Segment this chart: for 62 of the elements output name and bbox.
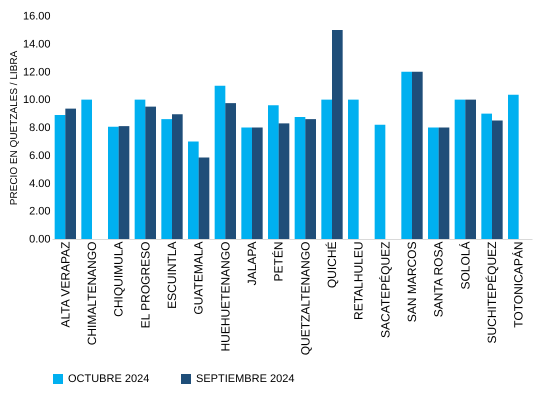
x-tick-label: SUCHITEPÉQUEZ bbox=[485, 242, 499, 344]
bar bbox=[348, 100, 359, 239]
bar bbox=[65, 108, 76, 239]
bar bbox=[188, 141, 199, 239]
bar bbox=[214, 86, 226, 239]
bar bbox=[161, 119, 172, 239]
x-tick-label: PETÉN bbox=[272, 242, 286, 282]
bar bbox=[454, 100, 466, 239]
x-tick-label: CHIMALTENANGO bbox=[85, 242, 99, 346]
x-tick-label: QUETZALTENANGO bbox=[298, 242, 312, 356]
x-tick-label: JALAPA bbox=[245, 242, 259, 286]
bar bbox=[108, 126, 119, 239]
bar bbox=[465, 100, 476, 239]
x-tick-label: SOLOLÁ bbox=[458, 242, 472, 290]
x-tick-label: HUEHUETENANGO bbox=[218, 242, 232, 352]
bar bbox=[438, 128, 450, 239]
bar bbox=[118, 126, 130, 239]
y-tick-label: 16.00 bbox=[22, 10, 50, 22]
bar bbox=[54, 114, 66, 239]
bar bbox=[508, 94, 519, 239]
y-tick-label: 12.00 bbox=[22, 66, 50, 78]
x-tick-label: EL PROGRESO bbox=[138, 242, 152, 328]
x-tick-label: SACATEPÉQUEZ bbox=[378, 242, 392, 338]
bar bbox=[305, 119, 316, 239]
bar bbox=[134, 100, 146, 239]
x-tick-label: ESCUINTLA bbox=[165, 242, 179, 309]
y-tick-label: 6.00 bbox=[29, 150, 50, 162]
x-tick-label: ALTA VERAPAZ bbox=[58, 242, 72, 328]
y-tick-label: 14.00 bbox=[22, 38, 50, 50]
x-tick-label: GUATEMALA bbox=[192, 242, 206, 315]
legend-label: OCTUBRE 2024 bbox=[68, 373, 150, 385]
y-tick-label: 2.00 bbox=[29, 206, 50, 218]
bar bbox=[145, 106, 156, 239]
bar bbox=[481, 114, 492, 239]
bar bbox=[172, 114, 183, 239]
x-tick-label: TOTONICAPÁN bbox=[512, 242, 526, 328]
bar bbox=[294, 117, 306, 239]
x-tick-label: QUICHÉ bbox=[325, 242, 339, 288]
bar bbox=[225, 103, 236, 239]
y-tick-label: 4.00 bbox=[29, 178, 50, 190]
x-tick-label: CHIQUIMULA bbox=[112, 242, 126, 317]
bar bbox=[401, 72, 412, 239]
bar bbox=[268, 105, 279, 239]
bar bbox=[374, 124, 386, 239]
x-tick-label: SANTA ROSA bbox=[432, 242, 446, 318]
bar bbox=[332, 30, 343, 239]
bar bbox=[492, 120, 503, 239]
bar bbox=[252, 128, 263, 239]
bar bbox=[321, 100, 332, 239]
y-tick-label: 10.00 bbox=[22, 94, 50, 106]
bar bbox=[412, 72, 423, 239]
bar bbox=[241, 128, 252, 239]
x-tick-label: RETALHULEU bbox=[352, 242, 366, 320]
bar bbox=[81, 100, 92, 239]
bar bbox=[198, 157, 210, 239]
legend-label: SEPTIEMBRE 2024 bbox=[196, 373, 294, 385]
bar bbox=[278, 123, 290, 239]
x-tick-label: SAN MARCOS bbox=[405, 242, 419, 322]
bar bbox=[428, 128, 439, 239]
y-tick-label: 0.00 bbox=[29, 234, 50, 246]
y-axis-title: PRECIO EN QUETZALES / LIBRA bbox=[8, 50, 20, 206]
y-tick-label: 8.00 bbox=[29, 122, 50, 134]
